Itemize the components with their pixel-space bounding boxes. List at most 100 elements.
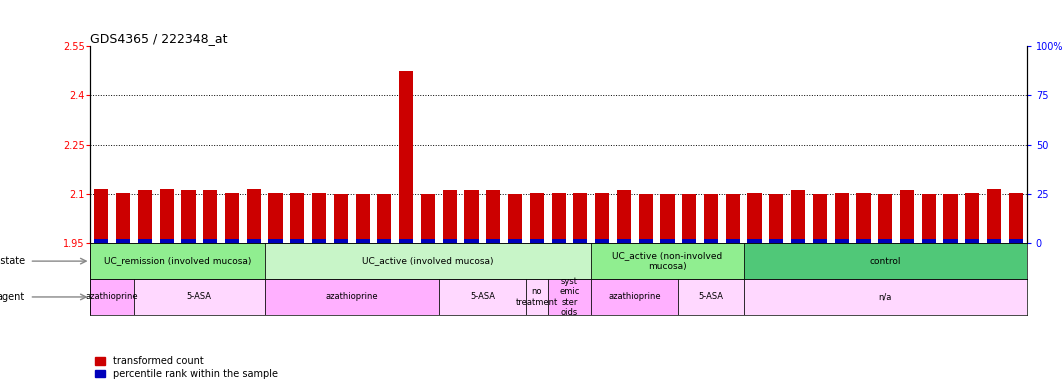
Bar [551, 193, 566, 243]
Bar [592, 243, 744, 279]
Bar [247, 239, 261, 243]
Text: agent: agent [0, 292, 26, 302]
Bar [312, 193, 327, 243]
Text: disease state: disease state [0, 256, 26, 266]
Bar [791, 239, 805, 243]
Text: GDS4365 / 222348_at: GDS4365 / 222348_at [90, 32, 228, 45]
Bar [90, 243, 265, 279]
Bar [508, 239, 522, 243]
Bar [421, 239, 435, 243]
Bar [987, 189, 1001, 243]
Bar [160, 189, 173, 243]
Bar [290, 239, 304, 243]
Bar [813, 194, 827, 243]
Bar [421, 194, 435, 243]
Bar [268, 239, 283, 243]
Bar [290, 193, 304, 243]
Bar [900, 190, 914, 243]
Text: azathioprine: azathioprine [326, 293, 378, 301]
Text: UC_remission (involved mucosa): UC_remission (involved mucosa) [104, 257, 251, 266]
Bar [225, 193, 239, 243]
Bar [486, 239, 500, 243]
Bar [443, 239, 456, 243]
Bar [378, 239, 392, 243]
Bar [834, 239, 849, 243]
Bar [661, 194, 675, 243]
Bar [160, 239, 173, 243]
Bar [834, 193, 849, 243]
Bar [617, 239, 631, 243]
Bar [679, 279, 744, 315]
Bar [661, 239, 675, 243]
Bar [526, 279, 548, 315]
Text: azathioprine: azathioprine [86, 293, 138, 301]
Bar [748, 193, 762, 243]
Bar [116, 239, 130, 243]
Bar [682, 194, 696, 243]
Bar [921, 194, 936, 243]
Bar [965, 193, 979, 243]
Bar [181, 239, 196, 243]
Bar [355, 194, 369, 243]
Bar [138, 239, 152, 243]
Bar [508, 194, 522, 243]
Bar [704, 239, 718, 243]
Bar [355, 239, 369, 243]
Bar [704, 194, 718, 243]
Bar [573, 239, 587, 243]
Text: n/a: n/a [879, 293, 892, 301]
Text: syst
emic
ster
oids: syst emic ster oids [560, 277, 580, 317]
Text: UC_active (non-involved
mucosa): UC_active (non-involved mucosa) [613, 252, 722, 271]
Bar [312, 239, 327, 243]
Bar [203, 239, 217, 243]
Bar [95, 239, 109, 243]
Bar [334, 239, 348, 243]
Bar [769, 194, 783, 243]
Bar [530, 239, 544, 243]
Bar [551, 239, 566, 243]
Bar [921, 239, 936, 243]
Text: 5-ASA: 5-ASA [187, 293, 212, 301]
Bar [1009, 193, 1023, 243]
Bar [744, 243, 1027, 279]
Bar [878, 194, 893, 243]
Bar [203, 190, 217, 243]
Bar [443, 190, 456, 243]
Bar [486, 190, 500, 243]
Bar [116, 193, 130, 243]
Bar [592, 279, 679, 315]
Text: UC_active (involved mucosa): UC_active (involved mucosa) [362, 257, 494, 266]
Bar [573, 193, 587, 243]
Bar [726, 239, 739, 243]
Text: 5-ASA: 5-ASA [699, 293, 724, 301]
Bar [138, 190, 152, 243]
Bar [95, 189, 109, 243]
Bar [617, 190, 631, 243]
Bar [965, 239, 979, 243]
Bar [247, 189, 261, 243]
Bar [530, 193, 544, 243]
Bar [595, 193, 610, 243]
Bar [134, 279, 265, 315]
Bar [857, 239, 870, 243]
Bar [944, 194, 958, 243]
Bar [595, 239, 610, 243]
Bar [878, 239, 893, 243]
Text: azathioprine: azathioprine [609, 293, 661, 301]
Bar [857, 193, 870, 243]
Bar [464, 190, 479, 243]
Bar [90, 279, 134, 315]
Bar [268, 193, 283, 243]
Bar [987, 239, 1001, 243]
Bar [944, 239, 958, 243]
Bar [769, 239, 783, 243]
Bar [225, 239, 239, 243]
Bar [438, 279, 526, 315]
Bar [181, 190, 196, 243]
Bar [464, 239, 479, 243]
Bar [548, 279, 592, 315]
Text: control: control [869, 257, 901, 266]
Bar [744, 279, 1027, 315]
Bar [638, 239, 653, 243]
Bar [399, 239, 413, 243]
